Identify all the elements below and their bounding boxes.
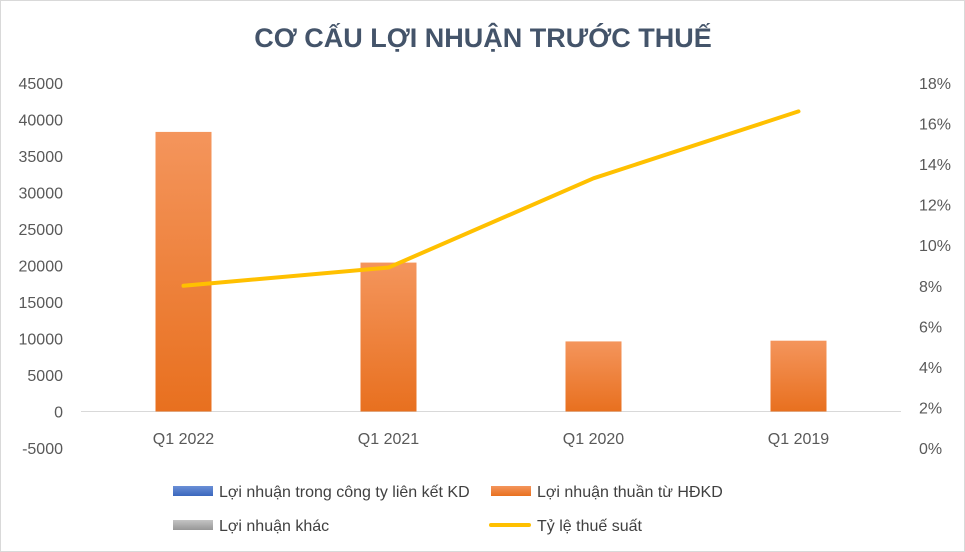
legend-swatch	[173, 520, 213, 530]
right-tick-label: 4%	[919, 360, 942, 377]
bar	[360, 262, 417, 412]
right-axis-ticks: 0% 2% 4% 6% 8% 10% 12% 14% 16% 18%	[919, 76, 951, 458]
legend-swatch	[173, 486, 213, 496]
left-tick-label: 30000	[19, 186, 64, 203]
bar	[770, 340, 827, 412]
right-tick-label: 14%	[919, 157, 951, 174]
category-labels: Q1 2022 Q1 2021 Q1 2020 Q1 2019	[153, 431, 829, 448]
bar-series	[155, 131, 827, 412]
legend-swatch	[491, 486, 531, 496]
category-label: Q1 2021	[358, 431, 419, 448]
left-tick-label: 25000	[19, 222, 64, 239]
left-tick-label: 45000	[19, 76, 64, 93]
chart-title: CƠ CẤU LỢI NHUẬN TRƯỚC THUẾ	[254, 22, 711, 53]
category-label: Q1 2022	[153, 431, 214, 448]
legend: Lợi nhuận trong công ty liên kết KD Lợi n…	[173, 484, 723, 535]
left-tick-label: 5000	[27, 368, 63, 385]
left-tick-label: 10000	[19, 332, 64, 349]
right-tick-label: 10%	[919, 238, 951, 255]
bar	[565, 341, 622, 412]
right-tick-label: 8%	[919, 279, 942, 296]
category-label: Q1 2019	[768, 431, 829, 448]
category-label: Q1 2020	[563, 431, 624, 448]
right-tick-label: 0%	[919, 441, 942, 458]
right-tick-label: 6%	[919, 319, 942, 336]
left-tick-label: 35000	[19, 149, 64, 166]
left-tick-label: -5000	[22, 441, 63, 458]
right-tick-label: 2%	[919, 400, 942, 417]
right-tick-label: 16%	[919, 117, 951, 134]
rate-line	[181, 109, 801, 288]
legend-label: Lợi nhuận khác	[219, 518, 329, 535]
left-tick-label: 15000	[19, 295, 64, 312]
legend-label: Tỷ lệ thuế suất	[537, 518, 643, 535]
right-tick-label: 12%	[919, 198, 951, 215]
legend-label: Lợi nhuận thuần từ HĐKD	[537, 484, 723, 501]
legend-label: Lợi nhuận trong công ty liên kết KD	[219, 484, 470, 501]
left-tick-label: 0	[54, 405, 63, 422]
line-series	[181, 109, 801, 288]
left-tick-label: 40000	[19, 113, 64, 130]
bar	[155, 131, 212, 412]
left-tick-label: 20000	[19, 259, 64, 276]
right-tick-label: 18%	[919, 76, 951, 93]
left-axis-ticks: -5000 0 5000 10000 15000 20000 25000 30000 35000…	[19, 76, 64, 458]
